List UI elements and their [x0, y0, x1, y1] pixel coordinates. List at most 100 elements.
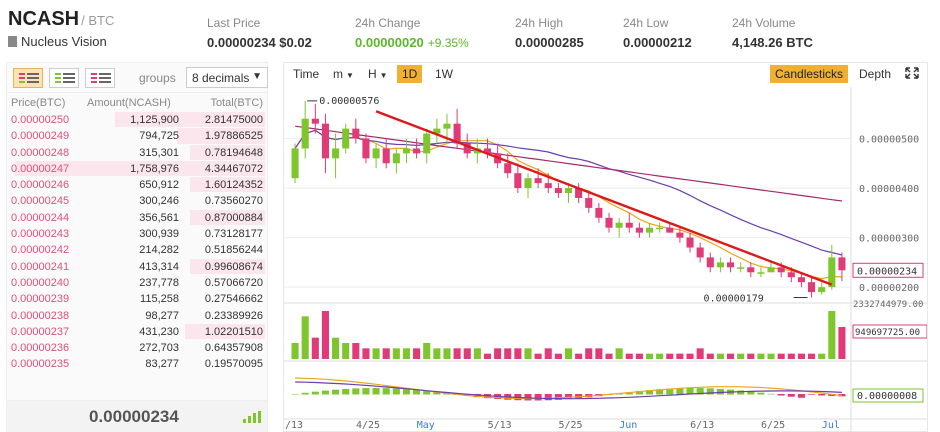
- candle-body: [413, 148, 421, 154]
- row-amount: 300,246: [139, 195, 179, 208]
- depth-bar: [185, 323, 265, 340]
- candle-body: [544, 183, 552, 189]
- order-book-row[interactable]: 0.00000243 300,939 0.73128177: [7, 226, 267, 242]
- interval-time-button[interactable]: Time: [293, 67, 320, 81]
- current-price-box: [852, 262, 924, 278]
- volume-bar: [716, 353, 724, 359]
- caret-down-icon: ▼: [252, 71, 262, 82]
- candlestick-chart[interactable]: 0.00000500 0.00000400 0.00000300 0.00000200…: [284, 87, 927, 432]
- column-total: Total(BTC): [210, 97, 263, 109]
- macd-histogram-bar: [797, 394, 805, 398]
- order-book-row[interactable]: 0.00000241 413,314 0.99608674: [7, 258, 267, 275]
- order-book-row[interactable]: 0.00000240 237,778 0.57066720: [7, 275, 267, 291]
- volume-bar: [706, 353, 714, 359]
- candle-body: [301, 118, 309, 149]
- row-price: 0.00000243: [11, 228, 70, 241]
- row-total: 1.60124352: [204, 179, 263, 192]
- candle-body: [676, 232, 684, 238]
- order-book-row[interactable]: 0.00000246 650,912 1.60124352: [7, 177, 267, 193]
- candle-body: [726, 262, 735, 268]
- order-book-row[interactable]: 0.00000247 1,758,976 4.34467072: [7, 160, 267, 177]
- candle-body: [666, 227, 674, 233]
- depth-button[interactable]: Depth: [859, 67, 892, 81]
- interval-minute-label: m: [333, 67, 343, 81]
- column-price: Price(BTC): [11, 97, 66, 109]
- order-book-row[interactable]: 0.00000236 272,703 0.64357908: [7, 340, 267, 356]
- row-total: 0.64357908: [204, 342, 263, 355]
- order-book-row[interactable]: 0.00000235 83,277 0.19570095: [7, 356, 267, 372]
- interval-1d-button[interactable]: 1D: [397, 65, 423, 83]
- view-both-button[interactable]: [13, 68, 43, 88]
- stat-value: 0.00000285: [515, 35, 584, 50]
- volume-bar: [615, 348, 623, 359]
- row-amount: 98,277: [145, 309, 179, 322]
- order-book-rows: 0.00000250 1,125,900 2.81475000 0.00000249 7…: [7, 112, 267, 373]
- volume-bar: [524, 348, 532, 359]
- candle-body: [575, 188, 583, 198]
- volume-bar: [554, 353, 562, 359]
- order-book-row[interactable]: 0.00000244 356,561 0.87000884: [7, 209, 267, 226]
- low-annotation: 0.00000179: [704, 294, 764, 305]
- time-tick-label: Jul: [822, 420, 840, 431]
- macd-signal-line: [295, 381, 842, 400]
- time-tick-label: /13: [285, 420, 303, 431]
- volume-bar: [726, 353, 735, 359]
- volume-bar: [818, 353, 826, 359]
- price-tick-label: 0.00000500: [859, 135, 919, 146]
- stat-value: 0.00000234 $0.02: [207, 35, 312, 50]
- row-price: 0.00000238: [11, 309, 70, 322]
- order-book-row[interactable]: 0.00000248 315,301 0.78194648: [7, 144, 267, 161]
- row-total: 0.19570095: [204, 358, 263, 371]
- stat-label: 24h Low: [623, 16, 669, 30]
- order-book-row[interactable]: 0.00000250 1,125,900 2.81475000: [7, 112, 267, 128]
- interval-1w-button[interactable]: 1W: [435, 67, 453, 81]
- order-book-row[interactable]: 0.00000242 214,282 0.51856244: [7, 242, 267, 258]
- macd-histogram-bar: [423, 390, 431, 395]
- decimals-select[interactable]: 8 decimals ▼: [186, 67, 268, 88]
- volume-bar: [534, 353, 542, 359]
- candle-body: [514, 173, 522, 189]
- stat-value: 4,148.26 BTC: [732, 35, 813, 50]
- order-book-row[interactable]: 0.00000245 300,246 0.73560270: [7, 193, 267, 209]
- stat-label: 24h Change: [355, 16, 421, 30]
- macd-histogram-bar: [716, 388, 724, 395]
- order-book-row[interactable]: 0.00000238 98,277 0.23389926: [7, 308, 267, 324]
- interval-minute-button[interactable]: m ▼: [328, 65, 359, 83]
- order-book-row[interactable]: 0.00000237 431,230 1.02201510: [7, 323, 267, 340]
- view-bids-button[interactable]: [49, 68, 79, 88]
- info-icon[interactable]: [8, 36, 17, 47]
- order-book-row[interactable]: 0.00000249 794,725 1.97886525: [7, 128, 267, 144]
- interval-hour-button[interactable]: H ▼: [363, 65, 393, 83]
- candle-body: [564, 188, 573, 194]
- depth-bar: [190, 258, 265, 274]
- macd-histogram-bar: [645, 390, 654, 395]
- row-price: 0.00000248: [11, 146, 70, 159]
- macd-histogram-bar: [554, 394, 562, 400]
- fullscreen-button[interactable]: [900, 65, 924, 83]
- macd-histogram-bar: [777, 394, 785, 396]
- candle-body: [838, 257, 846, 271]
- row-amount: 356,561: [139, 211, 179, 224]
- volume-bar: [635, 353, 643, 359]
- time-tick-label: May: [417, 420, 435, 431]
- volume-bar: [645, 353, 654, 359]
- depth-bar: [15, 160, 265, 177]
- candle-body: [797, 277, 805, 283]
- candle-body: [737, 267, 745, 269]
- macd-histogram-bar: [808, 394, 816, 395]
- row-price: 0.00000239: [11, 293, 70, 306]
- volume-bar: [443, 348, 451, 359]
- row-amount: 431,230: [139, 325, 179, 338]
- volume-bar: [342, 343, 350, 359]
- macd-histogram-bar: [392, 388, 400, 395]
- order-book-row[interactable]: 0.00000239 115,258 0.27546662: [7, 291, 267, 307]
- view-asks-button[interactable]: [85, 68, 115, 88]
- candlesticks-button[interactable]: Candlesticks: [770, 65, 849, 83]
- row-amount: 115,258: [140, 293, 179, 306]
- stat-label: 24h Volume: [732, 16, 796, 30]
- time-tick-label: 4/25: [356, 420, 380, 431]
- candle-body: [716, 262, 724, 268]
- volume-bar: [504, 348, 512, 359]
- row-amount: 1,125,900: [130, 114, 179, 126]
- candle-body: [433, 128, 441, 134]
